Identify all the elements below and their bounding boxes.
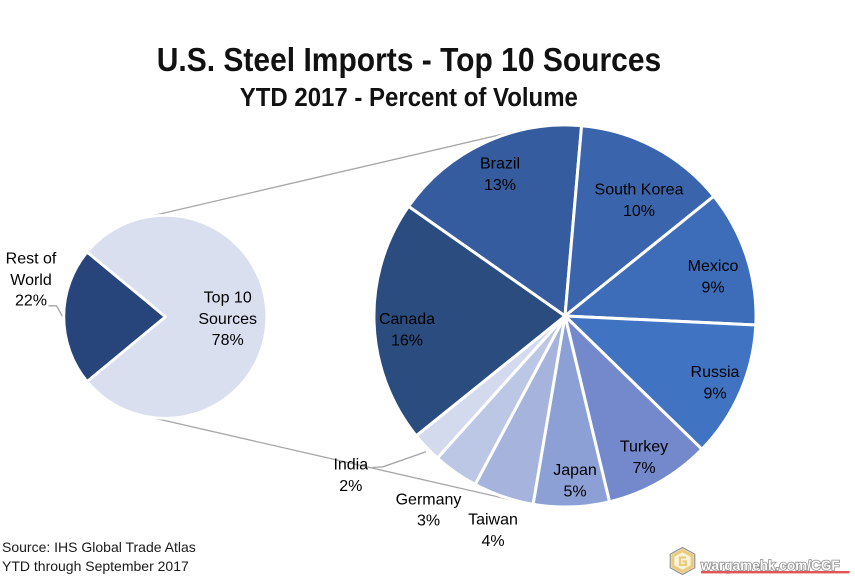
svg-text:7%: 7% xyxy=(632,460,655,477)
svg-text:4%: 4% xyxy=(481,533,504,550)
svg-text:13%: 13% xyxy=(484,177,516,194)
svg-text:78%: 78% xyxy=(212,332,244,349)
svg-text:South Korea: South Korea xyxy=(595,181,684,198)
svg-text:Rest of: Rest of xyxy=(6,251,57,268)
svg-text:Top 10: Top 10 xyxy=(204,290,252,307)
svg-text:Germany: Germany xyxy=(396,491,462,508)
svg-text:Taiwan: Taiwan xyxy=(468,512,518,529)
svg-text:3%: 3% xyxy=(417,512,440,529)
svg-text:Brazil: Brazil xyxy=(480,155,520,172)
svg-text:9%: 9% xyxy=(701,280,724,297)
svg-text:YTD 2017 - Percent of Volume: YTD 2017 - Percent of Volume xyxy=(240,84,578,112)
svg-text:5%: 5% xyxy=(563,484,586,501)
svg-text:Turkey: Turkey xyxy=(620,439,668,456)
svg-text:U.S. Steel Imports - Top 10 So: U.S. Steel Imports - Top 10 Sources xyxy=(157,40,661,78)
svg-text:2%: 2% xyxy=(339,478,362,495)
svg-text:Russia: Russia xyxy=(691,364,740,381)
svg-text:16%: 16% xyxy=(391,332,423,349)
svg-text:10%: 10% xyxy=(623,203,655,220)
svg-text:Source: IHS Global Trade Atlas: Source: IHS Global Trade Atlas xyxy=(2,539,196,555)
svg-text:9%: 9% xyxy=(703,385,726,402)
svg-text:India: India xyxy=(333,456,368,473)
svg-text:Sources: Sources xyxy=(198,311,257,328)
svg-text:Japan: Japan xyxy=(553,462,597,479)
svg-text:Mexico: Mexico xyxy=(688,258,739,275)
svg-text:Canada: Canada xyxy=(379,311,435,328)
svg-text:22%: 22% xyxy=(15,293,47,310)
svg-text:wargamehk.com/CGF: wargamehk.com/CGF xyxy=(700,558,840,573)
svg-text:World: World xyxy=(10,272,52,289)
svg-text:YTD through September 2017: YTD through September 2017 xyxy=(2,558,189,574)
